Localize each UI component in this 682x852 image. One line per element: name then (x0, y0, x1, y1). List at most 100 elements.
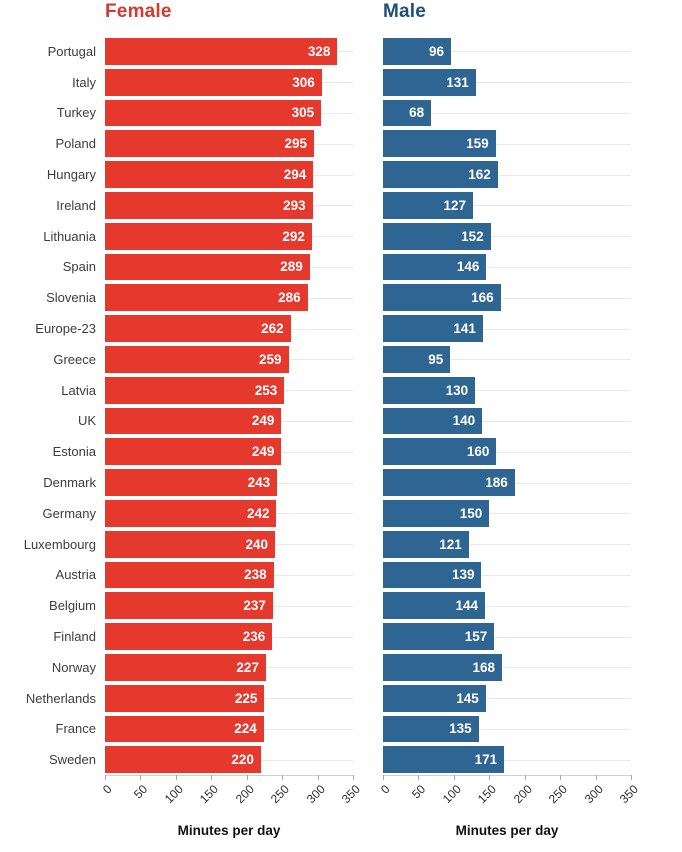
bar-row: 140 (383, 406, 631, 437)
x-axis-tick-label: 300 (581, 782, 606, 807)
bar-value-label: 140 (452, 413, 476, 429)
female-bar: 227 (105, 653, 266, 681)
bar-row: 68 (383, 98, 631, 129)
bar-value-label: 96 (428, 43, 445, 59)
country-label: Latvia (61, 382, 96, 398)
female-bar: 306 (105, 68, 322, 96)
x-axis-tick-label: 0 (378, 782, 393, 797)
country-label: Norway (51, 659, 96, 675)
category-gridline (383, 236, 631, 238)
female-bar: 293 (105, 191, 313, 219)
female-bar: 224 (105, 715, 264, 743)
bar-row: 237 (105, 590, 353, 621)
country-label: Hungary (46, 167, 96, 183)
bar-row: 144 (383, 590, 631, 621)
bar-value-label: 162 (468, 167, 491, 183)
female-bar: 249 (105, 438, 282, 466)
bar-row: 227 (105, 652, 353, 683)
country-label: Netherlands (25, 690, 96, 706)
bar-value-label: 168 (472, 659, 496, 675)
x-axis-tick-mark (282, 775, 284, 780)
male-bar: 68 (383, 99, 432, 127)
bar-row: 224 (105, 714, 353, 745)
category-gridline (383, 574, 631, 576)
female-bar: 243 (105, 469, 278, 496)
male-bar: 135 (383, 715, 479, 743)
x-axis-tick-mark (595, 775, 597, 780)
bar-value-label: 157 (464, 629, 488, 645)
bar-value-label: 135 (449, 721, 472, 737)
female-bar: 295 (105, 130, 315, 158)
bar-row: 186 (383, 467, 631, 498)
bar-row: 243 (105, 467, 353, 498)
country-label: UK (77, 413, 96, 429)
male-bar: 186 (383, 469, 515, 496)
category-gridline (383, 297, 631, 299)
x-axis-tick-label: 150 (197, 782, 222, 807)
x-axis-tick-label: 150 (475, 782, 500, 807)
female-bar: 286 (105, 284, 308, 312)
bar-value-label: 227 (236, 659, 259, 675)
bar-value-label: 243 (247, 475, 271, 491)
country-label: Slovenia (46, 290, 96, 306)
bar-value-label: 139 (451, 567, 475, 583)
x-axis-tick-label: 250 (545, 782, 571, 807)
bar-row: 242 (105, 498, 353, 529)
x-axis-tick-mark (353, 775, 354, 780)
bar-row: 292 (105, 221, 353, 252)
male-bar: 159 (383, 130, 496, 158)
category-gridline (383, 667, 631, 669)
country-label: France (55, 721, 96, 737)
bar-value-label: 150 (459, 505, 483, 521)
country-label: Spain (62, 259, 96, 275)
male-bar: 160 (383, 438, 497, 466)
x-axis-tick-mark (560, 775, 562, 780)
bar-value-label: 295 (284, 136, 308, 152)
bar-value-label: 286 (278, 290, 301, 306)
bar-value-label: 220 (231, 752, 254, 768)
category-gridline (383, 205, 631, 207)
x-axis-tick-label: 0 (100, 782, 115, 797)
bar-value-label: 225 (234, 690, 258, 706)
x-axis-tick-label: 200 (510, 782, 535, 807)
x-axis-tick-mark (211, 775, 213, 780)
country-labels-column: Portugal Italy Turkey Poland Hungary Ireland L… (0, 36, 105, 775)
male-bar: 166 (383, 284, 501, 312)
bar-row: 220 (105, 744, 353, 775)
bar-value-label: 144 (455, 598, 479, 614)
bar-value-label: 186 (485, 475, 508, 491)
category-gridline (383, 82, 631, 84)
country-label: Portugal (47, 43, 96, 59)
female-bar: 292 (105, 222, 312, 250)
male-bar: 145 (383, 684, 486, 712)
bar-row: 95 (383, 344, 631, 375)
country-label: Lithuania (43, 228, 96, 244)
male-bar: 171 (383, 746, 505, 774)
bar-row: 236 (105, 621, 353, 652)
category-gridline (383, 513, 631, 515)
category-gridline (383, 143, 631, 145)
bar-row: 286 (105, 282, 353, 313)
female-bar: 240 (105, 530, 276, 558)
male-bar: 139 (383, 561, 482, 589)
country-label: Greece (53, 351, 96, 367)
bar-row: 305 (105, 98, 353, 129)
bar-value-label: 127 (443, 197, 466, 213)
bar-row: 159 (383, 128, 631, 159)
bar-row: 135 (383, 714, 631, 745)
male-bar: 150 (383, 499, 490, 527)
bar-row: 141 (383, 313, 631, 344)
bar-value-label: 152 (461, 228, 484, 244)
x-axis-tick-label: 300 (303, 782, 328, 807)
male-bar: 140 (383, 407, 483, 435)
country-label: Denmark (43, 475, 96, 491)
country-label: Estonia (52, 444, 96, 460)
category-gridline (383, 390, 631, 392)
country-label: Sweden (49, 752, 96, 768)
bar-row: 289 (105, 252, 353, 283)
category-gridline (383, 359, 631, 361)
x-axis-tick-mark (418, 775, 420, 780)
x-axis-tick-label: 250 (267, 782, 293, 807)
bar-value-label: 224 (234, 721, 257, 737)
